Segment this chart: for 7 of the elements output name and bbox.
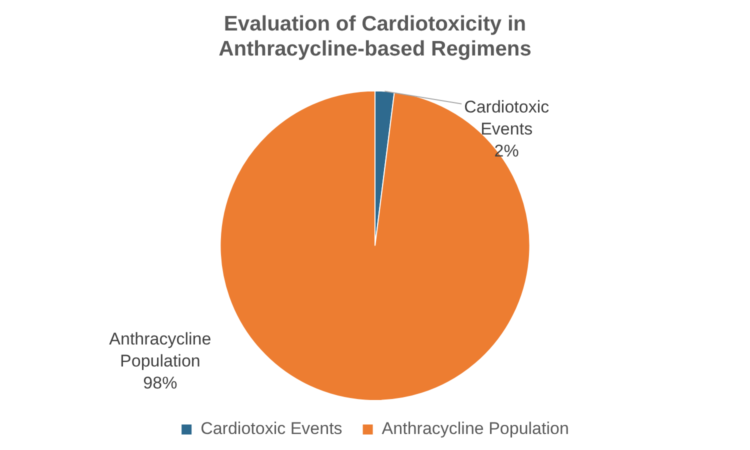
slice-label: Anthracycline Population [109,329,212,370]
legend-label: Anthracycline Population [382,419,569,438]
legend-label: Cardiotoxic Events [200,419,342,438]
slice-label: Cardiotoxic Events [464,98,550,139]
data-label: 98% [143,373,178,392]
data-label: 2% [494,142,519,161]
chart-title: Evaluation of Cardiotoxicity in Anthracycline-based Regimens [218,12,532,61]
